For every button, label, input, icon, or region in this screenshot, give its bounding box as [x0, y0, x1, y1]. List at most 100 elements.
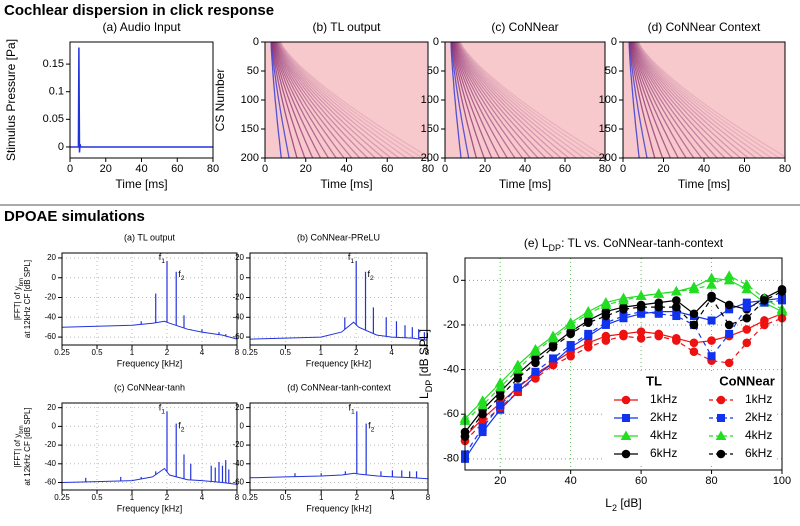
x-axis-label: Time [ms] [320, 177, 372, 191]
axes-frame [61, 252, 238, 346]
x-tick-label: 8 [235, 493, 240, 502]
heatmap-texture [270, 42, 428, 158]
wavefront [458, 42, 593, 158]
wavefront [453, 42, 508, 158]
x-tick-label: 0.25 [242, 493, 258, 502]
x-axis-label: L2 [dB] [605, 496, 641, 513]
annotation: f1 [159, 252, 166, 265]
axes-frame [444, 41, 606, 159]
data-line [70, 47, 213, 153]
legend-label: 2kHz [650, 410, 677, 424]
marker [706, 279, 717, 289]
x-tick-label: 80 [779, 163, 791, 175]
x-tick-label: 1 [319, 493, 324, 502]
y-tick-label: 0 [240, 273, 245, 282]
wavefront [280, 42, 428, 158]
x-tick-label: 20 [100, 163, 112, 175]
legend-label: 4kHz [745, 428, 772, 442]
wavefront [458, 42, 585, 158]
x-tick-label: 20 [657, 163, 669, 175]
annotation-part: f [348, 252, 351, 262]
y-tick-label: 200 [599, 152, 617, 164]
y-tick-label: 100 [421, 94, 439, 106]
marker [715, 430, 727, 440]
marker [621, 395, 631, 405]
x-tick-label: 0.25 [54, 493, 70, 502]
y-tick-label: 0.1 [49, 86, 64, 98]
wavefront [451, 42, 485, 158]
x-tick-label: 80 [599, 163, 611, 175]
y-tick-label: 20 [47, 403, 56, 412]
section-heading: Cochlear dispersion in click response [4, 2, 274, 19]
wavefront [456, 42, 562, 158]
marker [512, 364, 524, 374]
wavefront [271, 42, 298, 158]
wavefront [636, 42, 765, 158]
heatmap-texture [628, 42, 785, 158]
wavefront [638, 42, 785, 158]
wavefront [637, 42, 780, 158]
marker [636, 334, 646, 343]
wavefront [630, 42, 671, 158]
x-tick-label: 60 [738, 163, 750, 175]
marker [672, 312, 681, 321]
marker [619, 331, 628, 341]
annotation-part: 2 [371, 427, 375, 434]
marker [741, 279, 753, 289]
marker [547, 332, 559, 343]
y-tick-label: -60 [44, 478, 56, 487]
annotation-part: f [349, 403, 352, 413]
panel-title-part: (e) L [524, 236, 549, 250]
y-tick-label: 200 [241, 152, 259, 164]
legend-label: 6kHz [745, 446, 772, 460]
wavefront [278, 42, 408, 158]
annotation: f1 [159, 403, 166, 416]
annotation-part: f [368, 421, 371, 431]
y-tick-label: 20 [235, 253, 244, 262]
marker [760, 320, 769, 330]
panel-title: (c) CoNNear [491, 20, 558, 34]
marker [670, 285, 682, 296]
x-tick-label: 40 [340, 163, 352, 175]
annotation-part: 2 [370, 275, 374, 282]
y-tick-label: -60 [232, 332, 244, 341]
y-axis-label: CS Number [213, 69, 227, 132]
annotation: f2 [178, 421, 185, 434]
y-tick-label: -20 [443, 319, 459, 331]
x-axis-label-part: [dB] [617, 496, 642, 510]
annotation-part: 1 [351, 409, 355, 416]
wavefront [270, 42, 282, 158]
y-axis-label-part: bm [19, 425, 25, 433]
wavefront [637, 42, 773, 158]
panel-title: (d) CoNNear Context [648, 20, 761, 34]
y-axis-label: LDP [dB SPL] [417, 329, 434, 399]
marker [478, 409, 487, 419]
y-tick-label: 150 [421, 123, 439, 135]
spectrum-line [61, 320, 238, 340]
x-tick-label: 4 [200, 348, 205, 357]
marker [584, 329, 593, 338]
marker [618, 294, 629, 305]
y-axis-label: |FFT| of ybm [13, 278, 24, 320]
annotation-part: f [159, 403, 162, 413]
legend-title: TL [646, 373, 662, 388]
y-tick-label: 0 [58, 141, 64, 153]
annotation-part: f [368, 269, 371, 279]
marker [707, 316, 716, 325]
marker [531, 367, 540, 376]
wavefront [455, 42, 539, 158]
heatmap-texture [450, 42, 605, 158]
y-axis-label: at 12kHz CF [dB SPL] [23, 260, 32, 338]
marker [672, 336, 681, 345]
x-axis-label: Frequency [kHz] [306, 503, 372, 513]
x-axis-label: Time [ms] [678, 177, 730, 191]
x-axis-label: Frequency [kHz] [117, 358, 183, 368]
y-tick-label: -20 [44, 440, 56, 449]
annotation: f1 [349, 403, 356, 416]
x-tick-label: 4 [389, 348, 394, 357]
y-tick-label: 20 [47, 253, 56, 262]
y-axis-label-part: bm [19, 278, 25, 286]
wavefront [452, 42, 501, 158]
annotation: f2 [368, 421, 375, 434]
